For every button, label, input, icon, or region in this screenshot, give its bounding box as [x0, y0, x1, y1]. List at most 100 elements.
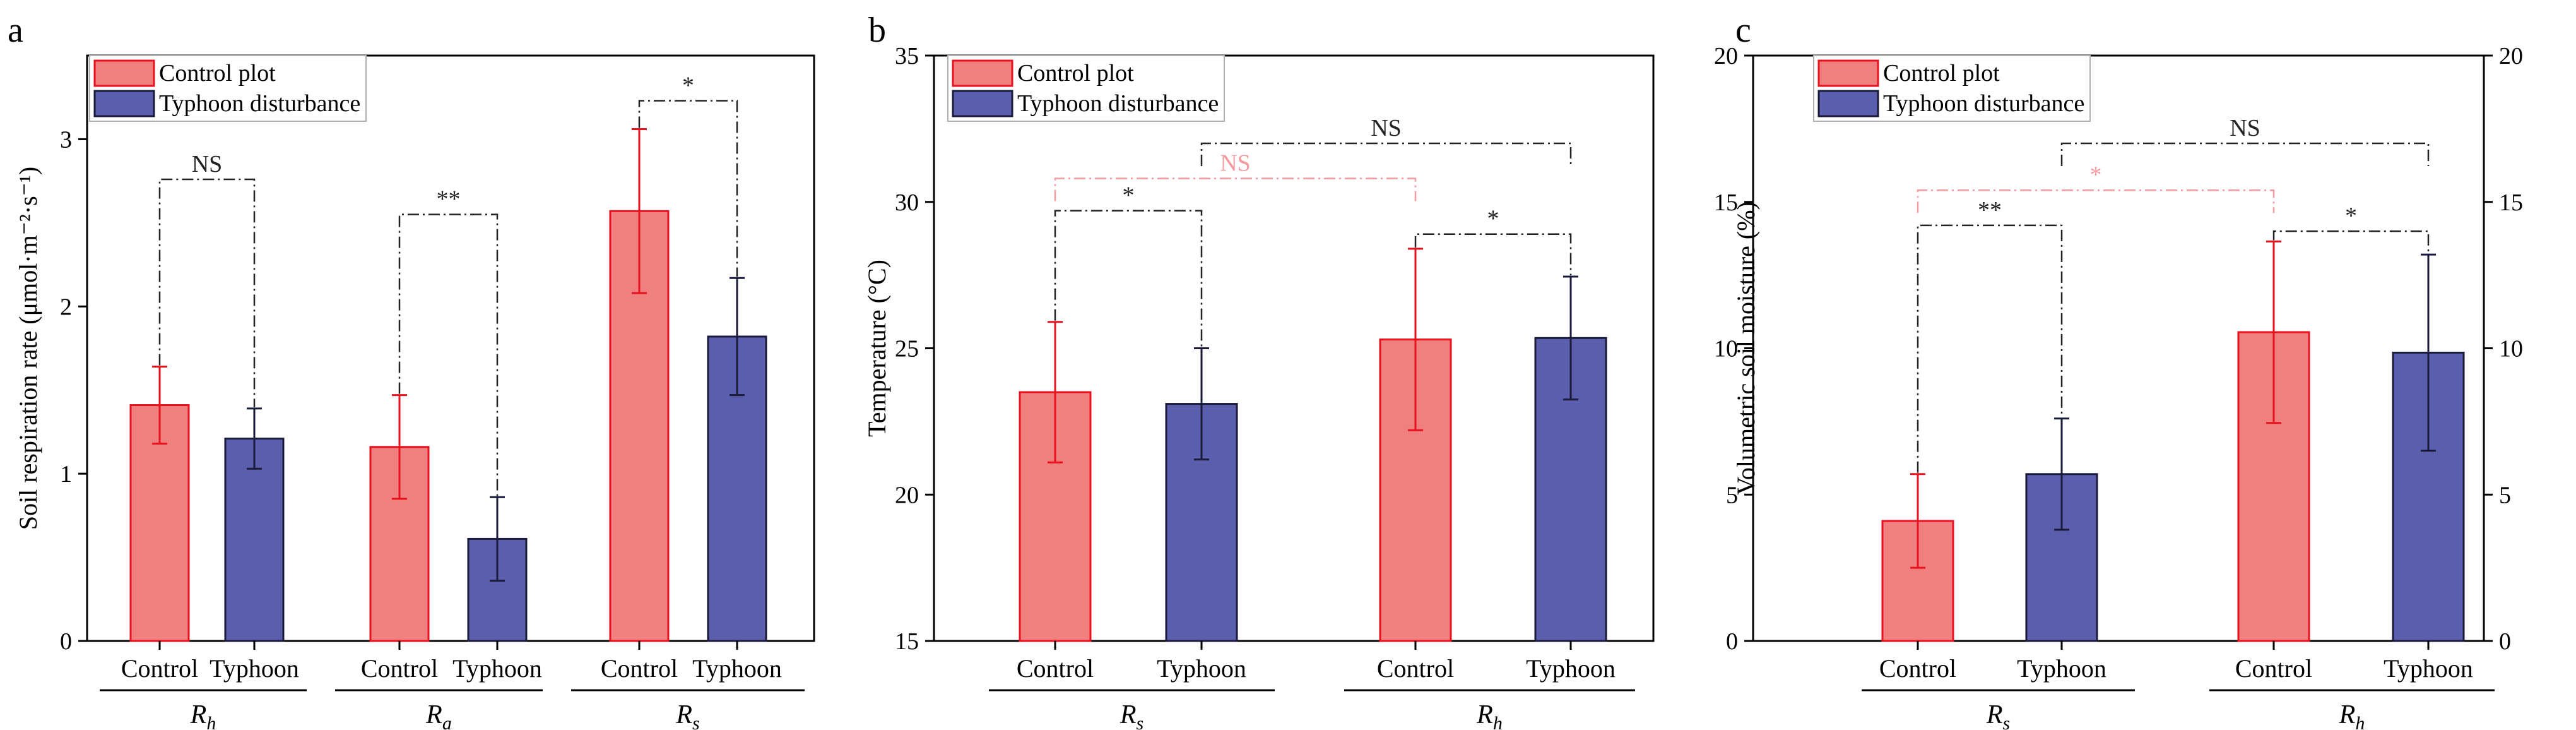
significance-bracket — [638, 100, 738, 277]
significance-label: NS — [2230, 115, 2260, 141]
y-tick-label: 15 — [895, 628, 919, 655]
group-label-sub: h — [2355, 713, 2365, 730]
panel-letter: c — [1735, 11, 1751, 50]
group-label-sub: h — [206, 713, 216, 730]
y-axis-label: Soil respiration rate (μmol·m⁻²·s⁻¹) — [14, 167, 42, 530]
y-tick-label: 30 — [895, 189, 919, 216]
group-label: Rs — [675, 700, 699, 730]
panel-letter: b — [868, 11, 886, 50]
legend-swatch-typhoon — [93, 90, 155, 117]
group-label: Rh — [1476, 700, 1503, 730]
x-tick-label: Typhoon — [1526, 654, 1616, 683]
group-label-main: R — [1120, 700, 1137, 729]
x-tick-label: Control — [361, 654, 438, 683]
significance-label: ** — [1978, 197, 2002, 224]
significance-bracket — [158, 178, 256, 407]
group-label-main: R — [675, 700, 692, 729]
y-tick-label: 35 — [895, 43, 919, 69]
group-label-sub: s — [2002, 713, 2010, 730]
x-tick-label: Typhoon — [1157, 654, 1246, 683]
significance-label: * — [2090, 162, 2102, 188]
legend-label-control: Control plot — [1017, 60, 1134, 87]
significance-label: NS — [1220, 150, 1251, 177]
panel-letter: a — [8, 11, 23, 50]
legend: Control plot Typhoon disturbance — [89, 55, 367, 122]
group-label-sub: h — [1493, 713, 1503, 730]
y-tick-label-right: 15 — [2499, 189, 2523, 216]
x-tick-label: Control — [1879, 654, 1956, 683]
x-tick-label: Typhoon — [452, 654, 542, 683]
panel-c: c 0 0 5 5 10 10 15 15 20 20 Volumetric soil moistur… — [1714, 11, 2523, 730]
significance-bracket — [398, 213, 499, 496]
significance-label: * — [1487, 206, 1499, 232]
legend: Control plot Typhoon disturbance — [947, 55, 1225, 122]
panel-a: a 0 1 2 3 Soil respiration rate (μmol·m⁻²·s⁻¹… — [8, 11, 815, 730]
group-label-main: R — [190, 700, 207, 729]
x-tick-label: Control — [1377, 654, 1454, 683]
x-tick-label: Typhoon — [2017, 654, 2106, 683]
significance-bracket — [1917, 189, 2275, 213]
significance-label: * — [1123, 182, 1135, 209]
significance-bracket — [1200, 142, 1572, 167]
legend-swatch-control — [1817, 59, 1879, 87]
group-label: Rs — [1986, 700, 2010, 730]
group-label-main: R — [1986, 700, 2003, 729]
y-axis-label: Volumetric soil moisture (%) — [1732, 201, 1760, 495]
y-tick-label: 1 — [60, 461, 72, 488]
panel-b: b 15 20 25 30 35 Temperature (°C) Control Typhoo… — [863, 11, 1655, 730]
legend-label-control: Control plot — [159, 60, 276, 87]
y-tick-label: 3 — [60, 126, 72, 153]
y-tick-label: 0 — [60, 628, 72, 655]
y-tick-label-right: 10 — [2499, 336, 2523, 362]
significance-bracket — [2272, 230, 2430, 254]
significance-label: * — [2345, 203, 2357, 229]
group-label-main: R — [1476, 700, 1493, 729]
y-tick-label: 0 — [1726, 628, 1738, 655]
significance-bracket — [2060, 142, 2430, 167]
legend-swatch-typhoon — [1817, 90, 1879, 117]
x-tick-label: Typhoon — [692, 654, 782, 683]
legend-label-control: Control plot — [1883, 60, 2000, 87]
legend-swatch-typhoon — [952, 90, 1013, 117]
significance-bracket — [1054, 210, 1203, 347]
group-label-sub: s — [692, 713, 700, 730]
y-tick-label-right: 20 — [2499, 43, 2523, 69]
y-tick-label: 10 — [1714, 336, 1738, 362]
x-tick-label: Control — [121, 654, 198, 683]
x-tick-label: Control — [1017, 654, 1094, 683]
significance-bracket — [1054, 177, 1417, 201]
legend-label-typhoon: Typhoon disturbance — [1017, 90, 1219, 117]
y-axis-label: Temperature (°C) — [863, 260, 891, 437]
y-tick-label-right: 5 — [2499, 482, 2511, 508]
legend-swatch-control — [93, 59, 155, 87]
significance-label: NS — [1371, 115, 1402, 141]
y-tick-label: 2 — [60, 294, 72, 320]
group-label: Rs — [1120, 700, 1143, 730]
group-label: Rh — [2339, 700, 2365, 730]
significance-label: NS — [192, 151, 223, 177]
plot-frame — [86, 54, 815, 642]
y-tick-label: 5 — [1726, 482, 1738, 508]
significance-label: ** — [437, 186, 461, 213]
legend: Control plot Typhoon disturbance — [1813, 55, 2091, 122]
group-label: Rh — [190, 700, 216, 730]
x-tick-label: Typhoon — [210, 654, 299, 683]
group-label-sub: s — [1136, 713, 1143, 730]
x-tick-label: Typhoon — [2384, 654, 2473, 683]
y-tick-label: 15 — [1714, 189, 1738, 216]
legend-label-typhoon: Typhoon disturbance — [159, 90, 360, 117]
x-tick-label: Control — [2235, 654, 2312, 683]
legend-swatch-control — [952, 59, 1013, 87]
significance-label: * — [682, 73, 694, 99]
x-tick-label: Control — [601, 654, 678, 683]
y-tick-label: 25 — [895, 336, 919, 362]
significance-bracket — [1917, 224, 2063, 473]
legend-label-typhoon: Typhoon disturbance — [1883, 90, 2084, 117]
group-label-main: R — [425, 700, 442, 729]
y-tick-label: 20 — [895, 482, 919, 508]
group-label-main: R — [2339, 700, 2356, 729]
y-tick-label: 20 — [1714, 43, 1738, 69]
group-label: Ra — [425, 700, 452, 730]
significance-bracket — [1414, 233, 1572, 275]
